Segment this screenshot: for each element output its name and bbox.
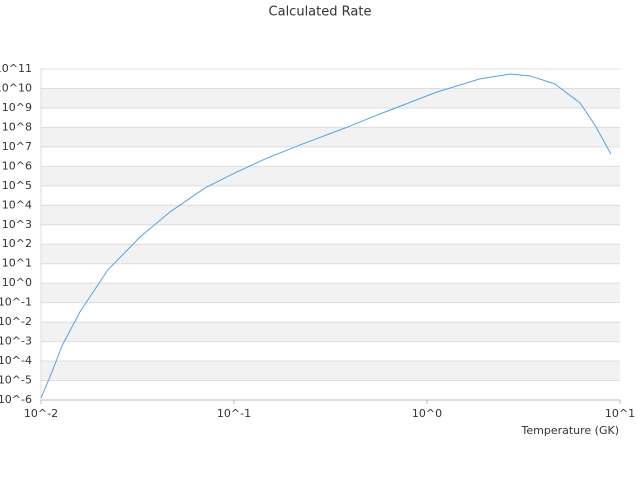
grid-band — [41, 361, 620, 381]
x-tick-label: 10^1 — [605, 407, 635, 420]
x-tick-label: 10^-1 — [217, 407, 251, 420]
y-tick-label: 10^8 — [2, 120, 32, 133]
y-tick-label: 10^1 — [2, 257, 32, 270]
y-tick-label: 10^5 — [2, 179, 32, 192]
y-tick-label: 10^2 — [2, 237, 32, 250]
grid-band — [41, 322, 620, 342]
x-axis-label: Temperature (GK) — [521, 424, 620, 437]
y-tick-label: 10^-3 — [0, 335, 32, 348]
y-tick-label: 10^7 — [2, 140, 32, 153]
y-tick-label: 10^-5 — [0, 374, 32, 387]
grid-band — [41, 205, 620, 225]
y-tick-label: 10^3 — [2, 218, 32, 231]
y-tick-label: 10^10 — [0, 81, 32, 94]
x-tick-label: 10^0 — [412, 407, 442, 420]
chart-title: Calculated Rate — [269, 5, 372, 20]
y-tick-label: 10^-1 — [0, 296, 32, 309]
y-tick-label: 10^9 — [2, 101, 32, 114]
grid-band — [41, 283, 620, 303]
grid-band — [41, 88, 620, 108]
y-tick-label: 10^-6 — [0, 393, 32, 406]
y-tick-label: 10^4 — [2, 198, 32, 211]
grid-band — [41, 244, 620, 264]
grid-band — [41, 166, 620, 186]
y-tick-label: 10^0 — [2, 276, 32, 289]
y-tick-label: 10^-2 — [0, 315, 32, 328]
x-tick-label: 10^-2 — [24, 407, 58, 420]
y-tick-label: 10^6 — [2, 159, 32, 172]
data-line — [40, 73, 612, 399]
grid-band — [41, 127, 620, 147]
y-tick-label: 10^-4 — [0, 354, 32, 367]
y-tick-label: 10^11 — [0, 62, 32, 75]
